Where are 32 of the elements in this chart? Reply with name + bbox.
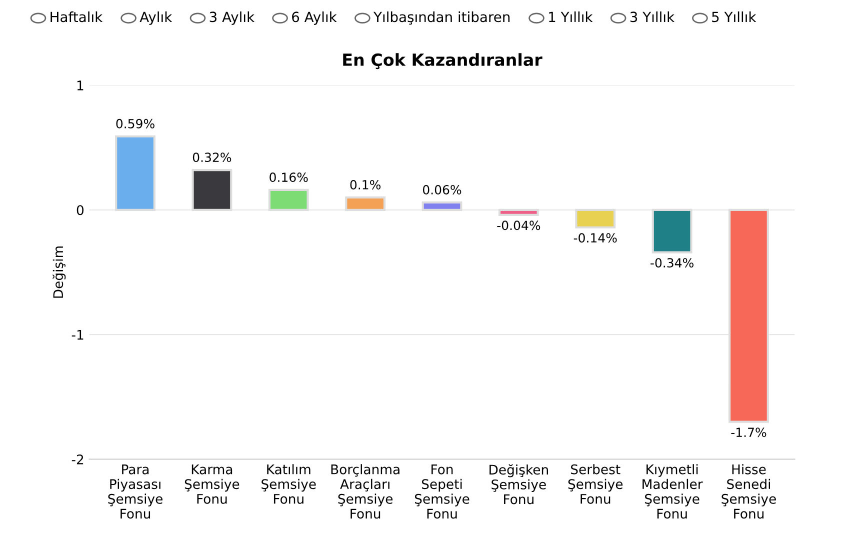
data-label: 0.59%: [116, 118, 154, 128]
x-tick-label: Serbest Şemsiye Fonu: [568, 464, 623, 504]
data-label: -0.14%: [574, 233, 617, 243]
chart-title: En Çok Kazandıranlar: [343, 53, 542, 70]
data-label: -1.7%: [731, 428, 766, 438]
text: 1 Yıllık: [549, 11, 593, 22]
data-label: 0.32%: [192, 152, 232, 162]
x-tick-label: Hisse Senedi Şemsiye Fonu: [722, 464, 776, 519]
y-tick-label: 1: [77, 80, 84, 90]
text: 6 Aylık: [292, 11, 337, 25]
y-tick-label: -1: [72, 330, 84, 340]
y-axis-title: Değişim: [52, 246, 66, 298]
data-label: -0.34%: [650, 258, 694, 268]
text: 3 Aylık: [210, 11, 255, 25]
text: 5 Yıllık: [712, 11, 756, 22]
data-label: 0.16%: [270, 172, 308, 182]
data-label: 0.1%: [350, 180, 381, 190]
data-label: -0.04%: [497, 220, 540, 230]
data-label: 0.06%: [422, 185, 462, 194]
x-tick-label: Katılım Şemsiye Fonu: [262, 464, 316, 504]
text: 3 Yıllık: [630, 11, 675, 22]
x-tick-label: Para Piyasası Şemsiye Fonu: [108, 464, 162, 519]
x-tick-label: Fon Sepeti Şemsiye Fonu: [414, 464, 470, 519]
x-tick-label: Borçlanma Araçları Şemsiye Fonu: [331, 464, 400, 519]
text: Aylık: [140, 11, 172, 25]
x-tick-label: Kıymetli Madenler Şemsiye Fonu: [642, 464, 703, 519]
text: Haftalık: [50, 11, 103, 22]
y-tick-label: -2: [72, 454, 84, 464]
x-tick-label: Değişken Şemsiye Fonu: [490, 464, 548, 504]
y-tick-label: 0: [76, 205, 84, 216]
x-tick-label: Karma Şemsiye Fonu: [184, 464, 240, 504]
text: Yılbaşından itibaren: [373, 11, 510, 25]
